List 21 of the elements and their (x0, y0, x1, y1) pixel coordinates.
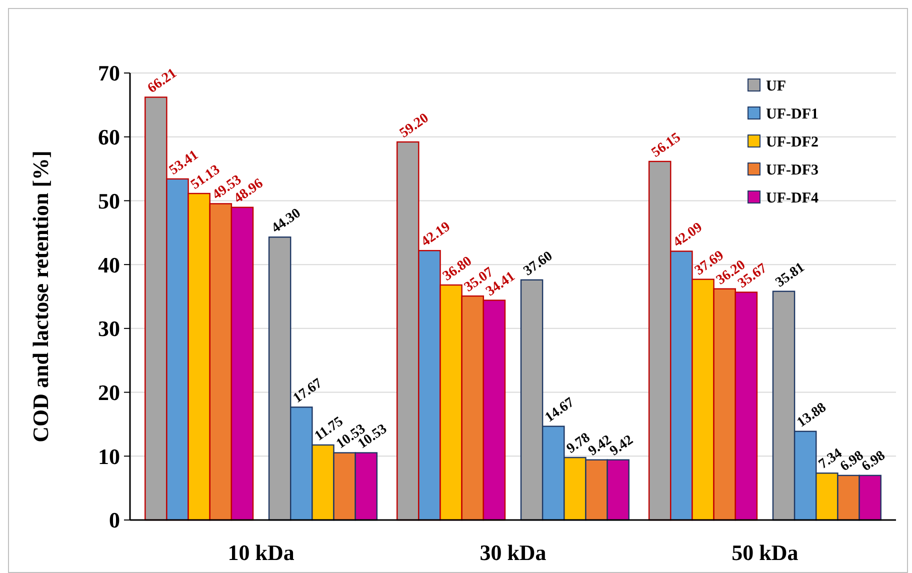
y-tick-label: 60 (98, 124, 120, 150)
data-label: 66.21 (145, 66, 180, 96)
legend-label: UF-DF1 (766, 106, 818, 122)
x-tick-label: 30 kDa (480, 540, 546, 565)
x-tick-label: 50 kDa (732, 540, 798, 565)
data-label: 42.19 (418, 220, 454, 250)
y-tick-label: 30 (98, 316, 120, 342)
data-label: 44.30 (269, 206, 304, 236)
legend-label: UF-DF2 (766, 134, 818, 150)
x-tick-label: 10 kDa (228, 540, 294, 565)
y-tick-label: 40 (98, 252, 120, 278)
y-tick-label: 20 (98, 380, 120, 405)
y-axis-title: COD and lactose retention [%] (28, 150, 53, 442)
y-tick-label: 10 (98, 444, 120, 469)
y-tick-label: 70 (98, 60, 120, 86)
y-tick-label: 50 (98, 188, 120, 214)
legend-label: UF-DF3 (766, 162, 818, 178)
legend-label: UF (766, 78, 786, 94)
legend-label: UF-DF4 (766, 190, 819, 206)
data-label: 42.09 (670, 220, 706, 250)
y-tick-label: 0 (109, 508, 120, 533)
